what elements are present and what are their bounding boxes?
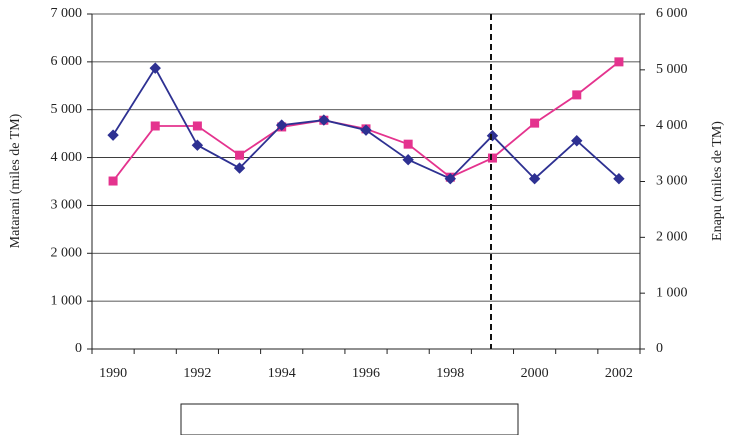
y2-tick-label: 6 000 [656, 6, 688, 21]
data-point [528, 173, 541, 185]
y2-tick-label: 0 [656, 341, 663, 356]
data-point [613, 173, 625, 185]
y-tick-label: 6 000 [51, 54, 83, 69]
y2-tick-label: 3 000 [656, 174, 688, 189]
data-point [571, 135, 583, 147]
data-point [402, 154, 414, 166]
x-tick-label: 1998 [436, 366, 464, 381]
data-point [191, 139, 204, 151]
data-point [150, 121, 160, 131]
data-point [235, 150, 245, 160]
x-tick-label: 1996 [352, 366, 380, 381]
data-point [318, 114, 330, 126]
data-point [149, 62, 161, 74]
y-axis-title: Matarani (miles de TM) [8, 113, 23, 248]
y2-tick-label: 5 000 [656, 62, 688, 77]
x-tick-label: 1994 [268, 366, 296, 381]
y2-axis-title: Enapu (miles de TM) [710, 121, 725, 241]
y-tick-label: 0 [75, 341, 82, 356]
x-tick-label: 1990 [99, 366, 127, 381]
y-tick-label: 7 000 [51, 6, 83, 21]
data-point [486, 130, 499, 142]
data-point [275, 119, 288, 131]
x-tick-label: 2002 [605, 366, 633, 381]
y-tick-label: 2 000 [51, 246, 83, 261]
legend-box [180, 403, 519, 435]
x-tick-label: 2000 [521, 366, 549, 381]
data-point [233, 162, 246, 174]
data-point [192, 121, 202, 131]
data-point [108, 176, 118, 186]
data-point [360, 124, 372, 136]
data-point [403, 139, 413, 149]
y-tick-label: 1 000 [51, 293, 83, 308]
y2-tick-label: 2 000 [656, 230, 688, 245]
data-point [614, 57, 624, 67]
series-line [112, 61, 620, 182]
data-point [107, 129, 119, 141]
data-point [444, 173, 457, 185]
data-point [530, 118, 540, 128]
y-tick-label: 4 000 [51, 150, 83, 165]
series-line [112, 66, 620, 180]
y2-tick-label: 1 000 [656, 285, 688, 300]
y-tick-label: 5 000 [51, 102, 83, 117]
x-tick-label: 1992 [183, 366, 211, 381]
y2-tick-label: 4 000 [656, 118, 688, 133]
data-point [487, 153, 497, 163]
y-tick-label: 3 000 [51, 198, 83, 213]
data-point [572, 90, 582, 100]
